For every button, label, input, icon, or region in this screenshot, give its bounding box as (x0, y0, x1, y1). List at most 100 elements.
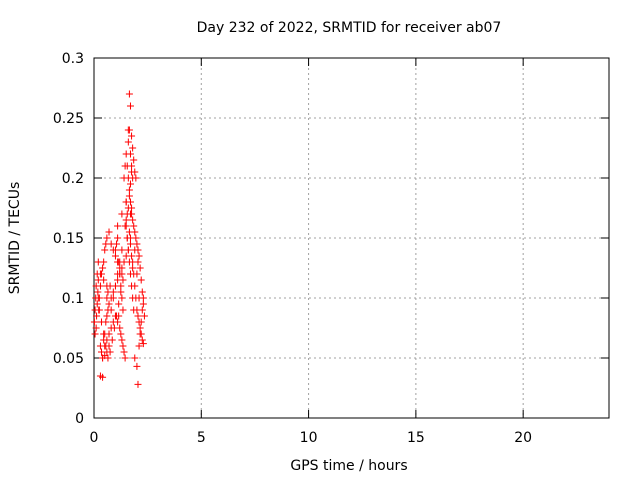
data-point (105, 228, 113, 236)
data-point (107, 306, 115, 314)
data-point (96, 270, 104, 278)
data-point (93, 300, 101, 308)
y-axis-label: SRMTID / TECUs (7, 182, 23, 295)
data-point (119, 342, 127, 350)
data-point (110, 324, 118, 332)
data-point (117, 288, 125, 296)
y-tick-label: 0.25 (53, 111, 84, 127)
data-point (125, 192, 133, 200)
data-point (125, 90, 133, 98)
data-point (100, 258, 108, 266)
chart-title: Day 232 of 2022, SRMTID for receiver ab0… (197, 20, 502, 36)
data-point (140, 312, 148, 320)
y-tick-label: 0.1 (62, 291, 84, 307)
data-point (125, 186, 133, 194)
x-tick-label: 20 (514, 430, 532, 446)
data-point (126, 150, 134, 158)
x-tick-label: 10 (300, 430, 318, 446)
data-point (115, 258, 123, 266)
data-point (101, 246, 109, 254)
data-point (111, 252, 119, 260)
y-tick-label: 0 (75, 411, 84, 427)
y-tick-label: 0.2 (62, 171, 84, 187)
grid (94, 58, 609, 418)
data-point (137, 318, 145, 326)
data-point (107, 294, 115, 302)
data-point (131, 282, 139, 290)
data-point (99, 373, 107, 381)
data-point (94, 288, 102, 296)
y-tick-label: 0.05 (53, 351, 84, 367)
data-point (98, 318, 106, 326)
data-point (124, 204, 132, 212)
data-point (130, 222, 138, 230)
data-point (118, 246, 126, 254)
data-point (124, 246, 132, 254)
data-point (128, 132, 136, 140)
data-point (103, 234, 111, 242)
data-point (130, 156, 138, 164)
data-point (116, 270, 124, 278)
data-point (118, 264, 126, 272)
data-point (99, 264, 107, 272)
data-point (137, 330, 145, 338)
data-point (92, 324, 100, 332)
data-point (133, 240, 141, 248)
data-point (139, 340, 147, 348)
data-point (119, 276, 127, 284)
data-point (128, 252, 136, 260)
data-point (134, 380, 142, 388)
data-point (129, 216, 137, 224)
data-point (94, 294, 102, 302)
data-point (115, 300, 123, 308)
data-point (135, 342, 143, 350)
data-point (126, 180, 134, 188)
data-point (124, 138, 132, 146)
data-point (133, 270, 141, 278)
data-point (118, 336, 126, 344)
plot-frame (93, 57, 610, 419)
data-point (133, 362, 141, 370)
data-point (128, 162, 136, 170)
data-point (134, 258, 142, 266)
data-point (134, 312, 142, 320)
data-points (90, 90, 148, 388)
data-point (129, 264, 137, 272)
data-point (114, 318, 122, 326)
tick-labels: 0 0.05 0.1 0.15 0.2 0.25 0.3 0 5 10 15 20 (53, 51, 532, 446)
data-point (117, 282, 125, 290)
x-tick-label: 5 (197, 430, 206, 446)
data-point (121, 222, 129, 230)
data-point (95, 306, 103, 314)
data-point (119, 306, 127, 314)
data-point (113, 240, 121, 248)
data-point (100, 330, 108, 338)
data-point (111, 246, 119, 254)
data-point (106, 348, 114, 356)
data-point (138, 336, 146, 344)
data-point (114, 234, 122, 242)
y-tick-label: 0.3 (62, 51, 84, 67)
data-point (102, 342, 110, 350)
data-point (105, 300, 113, 308)
x-tick-label: 15 (407, 430, 425, 446)
data-point (126, 240, 134, 248)
x-axis-label: GPS time / hours (290, 458, 407, 474)
axis-ticks (93, 57, 609, 419)
data-point (125, 228, 133, 236)
data-point (90, 318, 98, 326)
data-point (136, 324, 144, 332)
data-point (103, 282, 111, 290)
data-point (114, 222, 122, 230)
data-point (109, 288, 117, 296)
data-point (108, 336, 116, 344)
data-point (117, 330, 125, 338)
data-point (138, 288, 146, 296)
data-point (122, 198, 130, 206)
data-point (139, 300, 147, 308)
data-point (137, 276, 145, 284)
data-point (136, 264, 144, 272)
data-point (129, 144, 137, 152)
data-point (126, 102, 134, 110)
